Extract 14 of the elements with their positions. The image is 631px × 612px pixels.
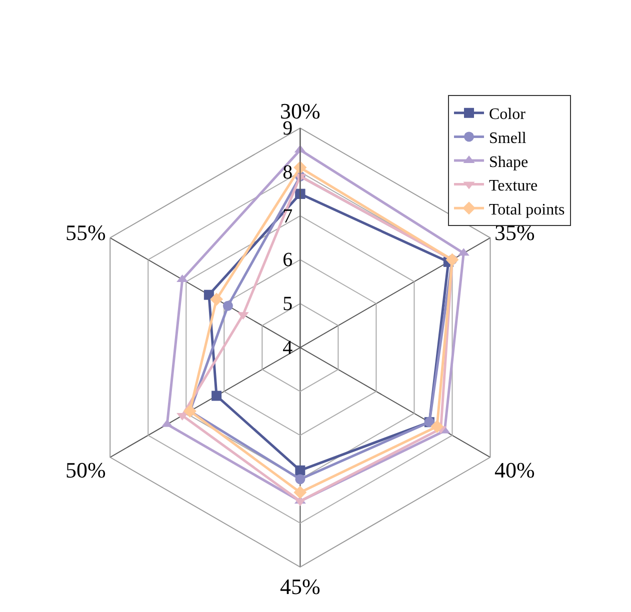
spoke-label: 40%: [494, 457, 535, 482]
spoke-label: 50%: [66, 457, 106, 482]
y-tick-label: 7: [282, 205, 293, 228]
legend-label: Total points: [489, 201, 565, 218]
legend-label: Color: [489, 106, 526, 124]
spoke-label: 55%: [66, 220, 106, 245]
y-tick-label: 5: [282, 293, 293, 316]
y-tick-label: 4: [282, 337, 293, 360]
y-tick-label: 8: [282, 161, 293, 184]
spoke-label: 45%: [280, 574, 320, 599]
y-tick-label: 6: [282, 249, 293, 272]
legend-label: Shape: [489, 154, 528, 171]
legend-label: Smell: [489, 130, 527, 147]
legend-label: Texture: [489, 178, 538, 195]
